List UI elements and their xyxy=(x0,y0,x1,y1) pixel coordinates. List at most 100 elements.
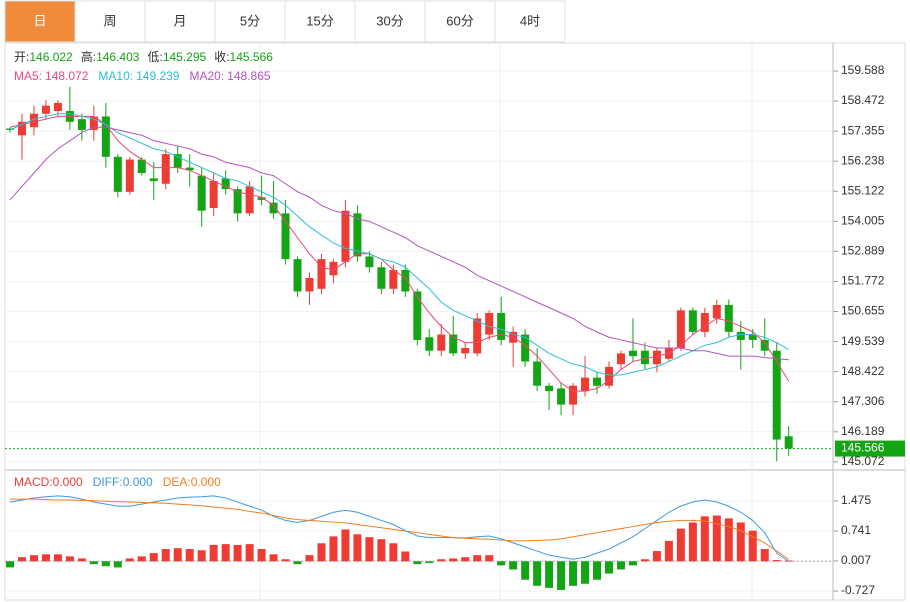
macd-bar xyxy=(281,559,290,562)
legend-name: MA20: xyxy=(189,69,224,83)
candle-body xyxy=(185,167,194,171)
candle-body xyxy=(748,334,757,340)
candle-body xyxy=(329,261,338,276)
tab-label[interactable]: 5分 xyxy=(240,13,260,28)
tab-label[interactable]: 30分 xyxy=(376,13,403,28)
candle-body xyxy=(700,313,709,332)
legend-value: 148.865 xyxy=(227,69,271,83)
tab-label[interactable]: 60分 xyxy=(446,13,473,28)
macd-bar xyxy=(605,561,613,574)
candle-body xyxy=(389,269,398,289)
candle-body xyxy=(736,331,745,340)
candle-body xyxy=(317,259,326,289)
macd-bar xyxy=(628,561,637,566)
macd-bar xyxy=(65,556,74,562)
macd-bar xyxy=(616,561,625,570)
macd-bar xyxy=(760,549,769,562)
ohlc-header: 开:146.022 高:146.403 低:145.295 收:145.566 xyxy=(14,49,273,64)
macd-bar xyxy=(77,558,86,562)
macd-line xyxy=(10,498,789,560)
tab-label[interactable]: 月 xyxy=(173,13,186,28)
legend: MA5: 148.072 MA10: 149.239 MA20: 148.865 xyxy=(14,69,271,83)
macd-bar xyxy=(245,544,254,562)
tab-label[interactable]: 15分 xyxy=(306,13,333,28)
tab-label[interactable]: 日 xyxy=(33,13,46,28)
tab[interactable] xyxy=(494,0,566,43)
ohlc-value: 146.022 xyxy=(29,50,73,64)
readout-value: 0.000 xyxy=(53,475,83,489)
macd-bar xyxy=(557,561,566,590)
tab[interactable] xyxy=(74,0,146,43)
candle-body xyxy=(221,178,230,190)
candle-body xyxy=(257,197,266,200)
y-tick-label: 159.588 xyxy=(841,63,885,77)
legend-value: 148.072 xyxy=(45,69,89,83)
macd-bar xyxy=(581,561,590,584)
macd-bar xyxy=(449,558,458,562)
readout-name: DEA: xyxy=(163,475,191,489)
candle-body xyxy=(353,213,362,257)
candle-body xyxy=(89,116,98,130)
readout-name: DIFF: xyxy=(93,475,123,489)
candle-body xyxy=(113,156,122,192)
y-tick-label: -0.727 xyxy=(841,583,875,597)
legend-value: 149.239 xyxy=(136,69,180,83)
candle-body xyxy=(772,350,781,440)
readout-value: 0.000 xyxy=(123,475,153,489)
macd-bar xyxy=(113,561,122,568)
macd-bar xyxy=(269,554,278,562)
candle-body xyxy=(17,121,26,136)
macd-bar xyxy=(724,518,733,562)
candle-body xyxy=(557,388,566,405)
macd-bar xyxy=(173,548,182,562)
macd-bar xyxy=(485,555,494,562)
y-tick-label: 156.238 xyxy=(841,153,885,167)
y-tick-label: 145.072 xyxy=(841,454,885,468)
macd-bar xyxy=(89,561,98,565)
candle-body xyxy=(413,291,422,340)
y-tick-label: 152.889 xyxy=(841,244,885,258)
candle-body xyxy=(593,377,602,386)
macd-bar xyxy=(569,561,578,586)
tab[interactable] xyxy=(424,0,496,43)
macd-bar xyxy=(652,551,661,562)
last-price-label: 145.566 xyxy=(841,441,885,455)
tab-label[interactable]: 4时 xyxy=(520,13,540,28)
macd-bar xyxy=(676,528,685,562)
candle-body xyxy=(281,213,290,260)
y-tick-label: 0.741 xyxy=(841,523,871,537)
candle-body xyxy=(269,202,278,214)
y-tick-label: 158.472 xyxy=(841,93,885,107)
tab[interactable] xyxy=(284,0,356,43)
ohlc-label: 开: xyxy=(14,50,29,64)
tab[interactable] xyxy=(4,0,76,43)
macd-bar xyxy=(365,537,374,562)
candle-body xyxy=(197,175,206,211)
candle-body xyxy=(305,278,314,292)
candle-body xyxy=(545,385,554,392)
candle-body xyxy=(676,310,685,349)
macd-bar xyxy=(221,544,230,562)
readout-value: 0.000 xyxy=(191,475,221,489)
macd-bar xyxy=(389,543,398,562)
macd-bar xyxy=(664,540,673,562)
candle-body xyxy=(760,339,769,351)
ohlc-label: 高: xyxy=(81,49,96,64)
macd-bar xyxy=(593,561,602,580)
candle-body xyxy=(533,361,542,386)
candle-body xyxy=(209,181,218,208)
macd-bar xyxy=(41,554,50,562)
candle-body xyxy=(101,116,110,157)
candle-body xyxy=(616,353,625,365)
macd-bar xyxy=(461,557,470,562)
macd-bar xyxy=(197,550,206,562)
candle-body xyxy=(425,337,434,351)
macd-bar xyxy=(425,561,434,563)
candle-body xyxy=(437,334,446,351)
legend-name: MA10: xyxy=(98,69,133,83)
frame xyxy=(4,42,906,601)
tab[interactable] xyxy=(144,0,216,43)
tab-label[interactable]: 周 xyxy=(103,13,116,28)
macd-bar xyxy=(233,544,242,562)
